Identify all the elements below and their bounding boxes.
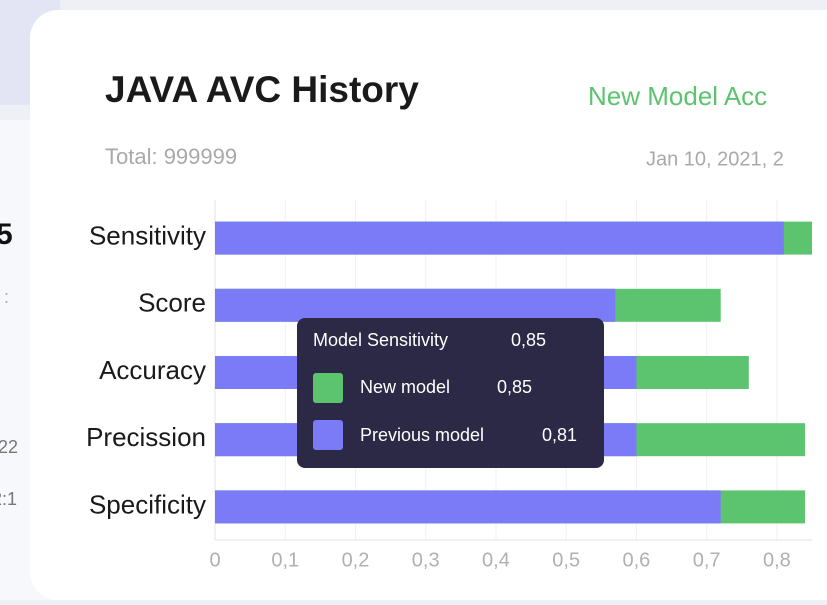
legend-label: Previous model — [360, 425, 484, 445]
y-tick-label: Specificity — [89, 489, 206, 519]
x-tick-label: 0,3 — [412, 549, 440, 571]
legend-value: 0,81 — [542, 425, 577, 445]
fragment: 5 — [0, 218, 13, 251]
fragment: 22 — [0, 437, 18, 457]
x-tick-label: 0,8 — [763, 549, 791, 571]
x-tick-label: 0,5 — [552, 549, 580, 571]
date: Jan 10, 2021, 2 — [646, 148, 784, 170]
fragment: 2:1 — [0, 489, 17, 509]
bar — [215, 221, 784, 255]
tooltip-title: Model Sensitivity — [313, 330, 448, 350]
bar — [215, 490, 721, 524]
x-tick-label: 0,1 — [271, 549, 299, 571]
x-tick-label: 0,4 — [482, 549, 510, 571]
legend-label: New model — [360, 377, 450, 397]
tooltip-box — [297, 318, 604, 468]
y-tick-label: Score — [138, 288, 206, 318]
subtitle: Total: 999999 — [105, 144, 237, 169]
x-tick-label: 0,6 — [623, 549, 651, 571]
x-tick-label: 0,2 — [342, 549, 370, 571]
y-tick-label: Precission — [86, 422, 206, 452]
accuracy-label: New Model Acc — [588, 81, 767, 111]
legend-value: 0,85 — [497, 377, 532, 397]
legend-swatch — [313, 420, 343, 450]
legend-swatch — [313, 373, 343, 403]
x-tick-label: 0 — [209, 549, 220, 571]
y-tick-label: Sensitivity — [89, 220, 206, 250]
y-tick-label: Accuracy — [99, 355, 206, 385]
tooltip: Model Sensitivity 0,85 New model 0,85 Pr… — [297, 318, 604, 468]
tooltip-value: 0,85 — [511, 330, 546, 350]
bar — [215, 288, 616, 322]
chart-title: JAVA AVC History — [105, 69, 419, 110]
fragment: : — [4, 287, 9, 307]
x-tick-label: 0,7 — [693, 549, 721, 571]
